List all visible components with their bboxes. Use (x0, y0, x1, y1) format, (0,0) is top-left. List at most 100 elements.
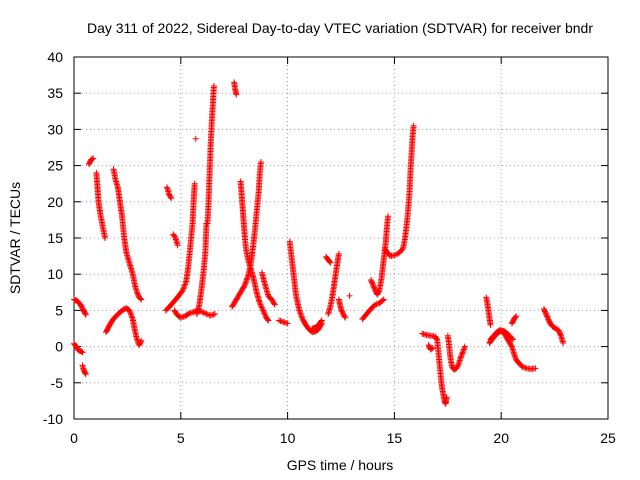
data-point (168, 195, 175, 202)
data-point (458, 353, 465, 360)
data-point (82, 311, 89, 318)
data-point (338, 305, 344, 312)
data-point (261, 310, 268, 317)
data-point (557, 331, 564, 338)
data-point (543, 312, 550, 319)
data-point (458, 351, 465, 358)
data-point (211, 311, 218, 318)
data-point (181, 284, 188, 291)
data-point (200, 309, 207, 316)
data-point (512, 353, 519, 360)
data-point (271, 301, 278, 308)
data-point (127, 308, 134, 315)
y-tick-label: 25 (47, 158, 63, 174)
data-point (398, 246, 405, 253)
data-point (137, 295, 144, 302)
data-point (257, 158, 264, 165)
data-point (338, 307, 345, 314)
data-point (391, 252, 398, 259)
data-point (210, 82, 217, 89)
y-axis-label: SDTVAR / TECUs (7, 182, 23, 294)
data-point (318, 317, 325, 324)
data-point (555, 327, 562, 334)
data-point (265, 317, 272, 324)
data-point (298, 313, 305, 320)
data-point (138, 296, 145, 303)
data-point (461, 345, 468, 352)
y-tick-label: -10 (43, 411, 63, 427)
data-point (543, 311, 550, 318)
data-point (428, 345, 435, 352)
data-point (101, 235, 108, 241)
data-point (78, 348, 85, 355)
data-point (326, 258, 333, 265)
data-point (135, 291, 142, 298)
data-point (260, 308, 267, 315)
y-tick-label: 35 (47, 85, 63, 101)
data-point (508, 342, 515, 349)
data-point (346, 292, 353, 299)
data-point (339, 308, 346, 315)
data-point (128, 313, 135, 320)
data-point (82, 371, 89, 378)
data-point (560, 339, 567, 346)
data-point (270, 300, 277, 307)
data-point (138, 337, 145, 344)
x-tick-label: 5 (177, 430, 185, 446)
y-tick-label: 20 (47, 194, 63, 210)
y-tick-label: 10 (47, 266, 63, 282)
data-point (556, 330, 563, 337)
data-point (367, 276, 374, 283)
data-point (542, 309, 549, 316)
data-point (264, 316, 271, 323)
data-point (392, 251, 399, 258)
data-point (260, 307, 267, 314)
data-point (370, 282, 377, 289)
data-point (511, 350, 518, 357)
x-tick-label: 25 (600, 430, 616, 446)
data-point (443, 394, 450, 401)
x-tick-label: 20 (493, 430, 509, 446)
data-point (299, 314, 306, 321)
data-point (384, 213, 391, 220)
data-point (258, 303, 265, 310)
data-point (128, 311, 135, 318)
data-point (179, 288, 186, 295)
data-point (126, 307, 133, 314)
data-point (512, 314, 519, 321)
y-tick-label: -5 (51, 375, 64, 391)
data-point (199, 308, 206, 315)
data-point (341, 313, 348, 320)
x-tick-label: 0 (70, 430, 78, 446)
data-point (297, 311, 304, 318)
data-point (461, 343, 468, 350)
data-point (544, 313, 551, 320)
data-point (459, 350, 466, 357)
data-point (335, 250, 342, 257)
data-point (202, 310, 209, 317)
x-axis-label: GPS time / hours (287, 457, 394, 473)
data-point (258, 304, 265, 311)
data-point (342, 314, 349, 321)
y-tick-label: 15 (47, 230, 63, 246)
y-tick-label: 5 (55, 302, 63, 318)
chart-title: Day 311 of 2022, Sidereal Day-to-day VTE… (87, 20, 593, 36)
data-point (179, 287, 186, 294)
data-point (509, 336, 516, 343)
data-point (429, 345, 436, 352)
data-point (460, 346, 467, 353)
data-point (261, 311, 268, 318)
data-point (379, 297, 386, 304)
tick-layer: 0 5 10 15 20 25 -10 -5 0 5 10 15 20 25 30 35 40 (43, 49, 616, 446)
y-tick-label: 30 (47, 121, 63, 137)
data-point (90, 155, 97, 162)
data-point (171, 233, 178, 240)
data-point (191, 180, 198, 187)
data-point (256, 300, 263, 307)
data-point (454, 362, 461, 369)
data-point (89, 156, 96, 163)
grid-layer (74, 57, 608, 419)
data-point (192, 135, 199, 142)
data-point (370, 283, 377, 290)
data-point (174, 242, 181, 249)
